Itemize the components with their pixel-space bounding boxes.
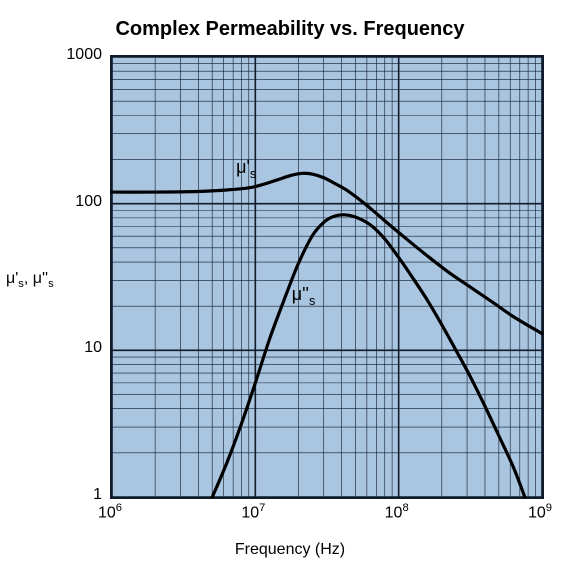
series-label-mu_doubleprime_s: μ''s xyxy=(292,284,316,308)
y-tick-label: 10 xyxy=(42,339,102,357)
plot-svg xyxy=(112,57,542,497)
series-label-mu_prime_s: μ's xyxy=(236,158,256,182)
y-axis-label: μ's, μ''s xyxy=(6,270,54,290)
permeability-chart: Complex Permeability vs. Frequency μ's, … xyxy=(0,0,580,579)
y-tick-label: 1 xyxy=(42,486,102,504)
series-mu_doubleprime_s xyxy=(212,215,524,497)
series-mu_prime_s xyxy=(112,173,542,333)
x-tick-label: 108 xyxy=(385,502,409,522)
x-tick-label: 106 xyxy=(98,502,122,522)
y-tick-label: 1000 xyxy=(42,46,102,64)
x-tick-label: 107 xyxy=(241,502,265,522)
x-tick-label: 109 xyxy=(528,502,552,522)
plot-area xyxy=(110,55,544,499)
chart-title: Complex Permeability vs. Frequency xyxy=(0,18,580,41)
x-axis-label: Frequency (Hz) xyxy=(0,541,580,559)
y-tick-label: 100 xyxy=(42,193,102,211)
